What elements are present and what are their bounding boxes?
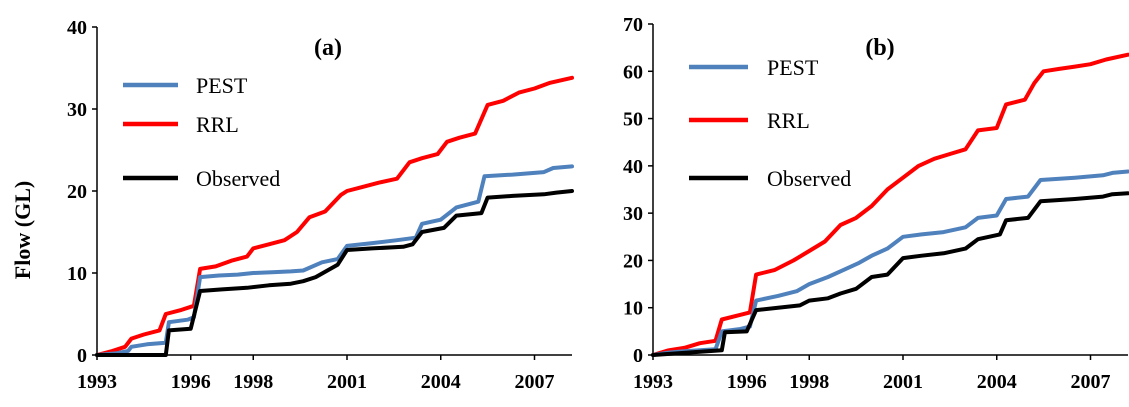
series-line-observed: [651, 191, 1129, 357]
legend-label-pest: PEST: [196, 73, 248, 98]
x-tick-label: 1998: [233, 371, 273, 393]
legend-label-observed: Observed: [196, 166, 280, 191]
legend-label-rrl: RRL: [767, 108, 810, 133]
x-tick-label: 2004: [421, 371, 461, 393]
y-tick-label: 10: [67, 263, 87, 285]
x-tick-label: 2007: [515, 371, 555, 393]
x-tick-label: 1996: [727, 371, 767, 393]
panel-title: (b): [865, 35, 894, 61]
y-tick-label: 0: [633, 345, 643, 367]
x-tick-label: 2001: [327, 371, 367, 393]
x-tick-label: 1993: [77, 371, 117, 393]
series-line-pest: [651, 169, 1129, 357]
x-tick-label: 1993: [633, 371, 673, 393]
y-tick-label: 10: [623, 298, 643, 320]
y-tick-label: 20: [623, 250, 643, 272]
x-tick-label: 2004: [977, 371, 1017, 393]
y-tick-label: 50: [623, 109, 643, 131]
y-tick-label: 30: [623, 203, 643, 225]
y-tick-label: 40: [623, 156, 643, 178]
y-axis-label: Flow (GL): [10, 181, 35, 279]
y-tick-label: 40: [67, 17, 87, 39]
series-line-pest: [95, 164, 574, 357]
x-tick-label: 1996: [171, 371, 211, 393]
y-tick-label: 0: [77, 345, 87, 367]
y-tick-label: 30: [67, 99, 87, 121]
panel-b: 0 10 20 30 40 50 60 70 1993 1996 1998 2001 2004 2007 P…: [623, 14, 1129, 393]
panel-a: 0 10 20 30 40 1993 1996 1998 2001 2004 2007 PEST RRL…: [10, 17, 574, 393]
legend-label-rrl: RRL: [196, 112, 239, 137]
x-tick-label: 2001: [883, 371, 923, 393]
y-tick-label: 70: [623, 14, 643, 36]
legend-label-observed: Observed: [767, 166, 851, 191]
legend-label-pest: PEST: [767, 55, 819, 80]
y-tick-label: 20: [67, 181, 87, 203]
series-line-rrl: [95, 75, 574, 357]
series-line-observed: [95, 189, 574, 357]
series-line-rrl: [651, 52, 1129, 357]
x-tick-label: 2007: [1071, 371, 1111, 393]
x-tick-label: 1998: [789, 371, 829, 393]
y-tick-label: 60: [623, 61, 643, 83]
panel-title: (a): [314, 35, 342, 61]
